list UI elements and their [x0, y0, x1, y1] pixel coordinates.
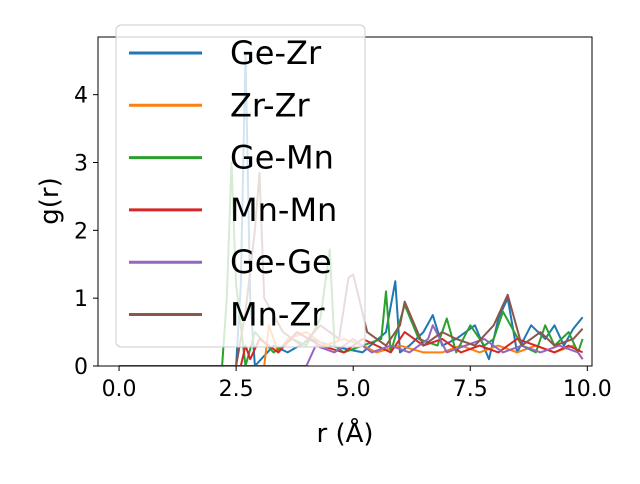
x-axis: 0.0 2.5 5.0 7.5 10.0: [102, 366, 612, 402]
y-tick-label: 3: [74, 151, 88, 176]
x-tick-label: 10.0: [563, 377, 612, 402]
legend-label: Zr-Zr: [230, 86, 311, 124]
x-tick-label: 7.5: [453, 377, 488, 402]
x-tick-label: 2.5: [219, 377, 254, 402]
legend-label: Ge-Ge: [230, 243, 332, 281]
series-line-4: [119, 324, 584, 366]
y-tick-label: 0: [74, 355, 88, 380]
y-axis-label: g(r): [35, 177, 65, 224]
y-tick-label: 1: [74, 287, 88, 312]
y-tick-label: 4: [74, 84, 88, 109]
x-tick-label: 5.0: [336, 377, 371, 402]
legend-label: Mn-Mn: [230, 191, 337, 229]
x-tick-label: 0.0: [102, 377, 137, 402]
legend-label: Ge-Mn: [230, 139, 334, 177]
y-axis: 0 1 2 3 4: [74, 84, 98, 380]
legend-label: Ge-Zr: [230, 34, 322, 72]
y-tick-label: 2: [74, 219, 88, 244]
legend: Ge-Zr Zr-Zr Ge-Mn Mn-Mn Ge-Ge Mn-Zr: [115, 24, 366, 348]
series-line-0: [119, 51, 584, 366]
legend-label: Mn-Zr: [230, 296, 325, 334]
x-axis-label: r (Å): [316, 417, 373, 449]
